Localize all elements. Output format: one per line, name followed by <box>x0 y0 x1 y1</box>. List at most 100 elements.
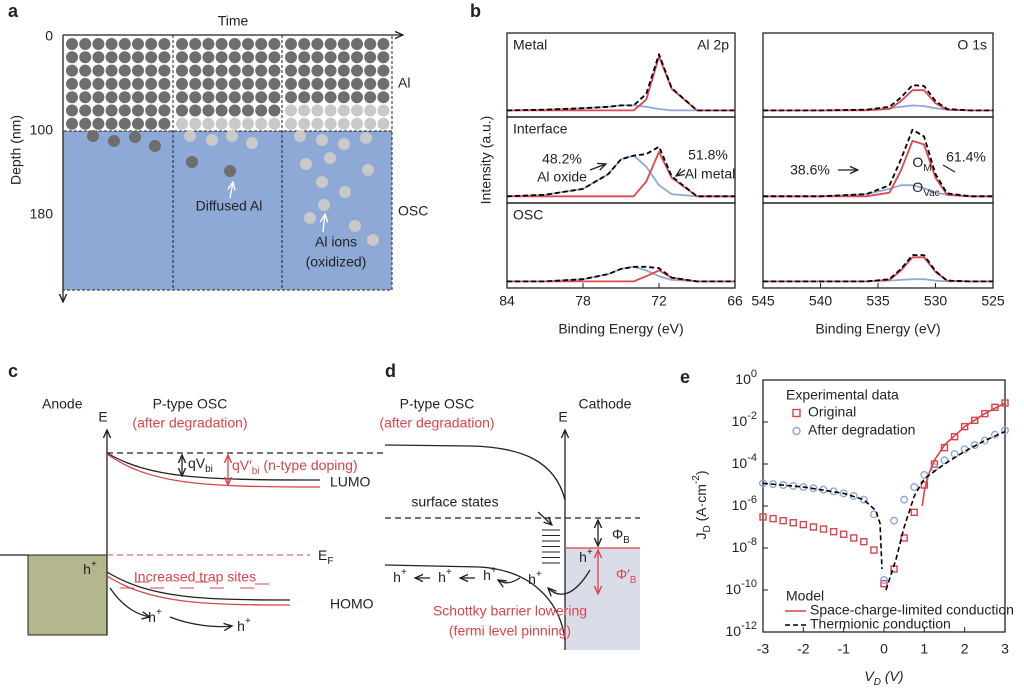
atom <box>324 51 337 64</box>
atom <box>242 64 254 77</box>
diagram-label: Anode <box>42 396 83 412</box>
atom <box>66 117 78 130</box>
atom <box>298 117 311 130</box>
atom <box>351 38 363 50</box>
diagram-label: EF <box>318 547 333 567</box>
data-point <box>971 416 979 425</box>
atom <box>202 117 215 130</box>
osc-region <box>62 130 393 291</box>
subplot-label: Al 2p <box>697 37 729 53</box>
subplot-frame <box>506 202 736 289</box>
atom <box>364 117 377 130</box>
atom <box>145 104 158 117</box>
atom <box>158 77 171 90</box>
label-part: + <box>401 567 407 578</box>
data-point <box>859 495 868 504</box>
atom <box>364 64 377 77</box>
label: OSC <box>398 203 428 219</box>
line <box>589 164 606 170</box>
x-tick-label: 78 <box>575 293 591 309</box>
atom <box>202 38 215 50</box>
data-point <box>890 516 899 525</box>
y-tick-label: 10-10 <box>726 578 757 597</box>
diffused-atom <box>129 131 141 143</box>
legend-label: Space-charge-limited conduction <box>810 602 1014 618</box>
atom <box>145 77 158 90</box>
ion <box>184 130 196 142</box>
label-part: (n-type doping) <box>260 457 358 473</box>
diagram-label: (fermi level pinning) <box>449 623 571 639</box>
ion <box>324 152 336 164</box>
x-tick-label: 72 <box>651 293 667 309</box>
atom <box>255 77 268 90</box>
atom <box>242 38 254 50</box>
atom <box>66 104 78 117</box>
label-part: J <box>693 533 709 540</box>
atom <box>118 64 131 77</box>
spectrum-line <box>507 265 735 283</box>
label-part: + <box>536 569 542 580</box>
label: Diffused Al <box>196 198 263 214</box>
label-part: ) <box>693 470 709 475</box>
atom <box>298 64 311 77</box>
data-point <box>759 513 767 521</box>
label-part: h <box>438 569 446 585</box>
x-tick-label: 530 <box>924 293 948 309</box>
atom <box>189 117 202 130</box>
panel-letter: c <box>8 361 18 381</box>
ion <box>316 176 328 188</box>
data-point <box>860 537 868 546</box>
ion <box>362 164 374 176</box>
atom <box>351 104 363 117</box>
atom <box>79 117 92 130</box>
atom <box>285 64 297 77</box>
atom <box>311 104 324 117</box>
y-tick-label: 10-6 <box>732 494 757 513</box>
legend-title: Experimental data <box>786 387 899 403</box>
line <box>942 164 956 173</box>
label-part: D <box>702 525 713 532</box>
axis-label: Binding Energy (eV) <box>815 321 940 337</box>
spectrum-line <box>763 84 993 112</box>
atom <box>79 91 92 104</box>
atom <box>118 104 131 117</box>
atom <box>66 38 78 50</box>
diagram-label: (after degradation) <box>379 415 494 431</box>
atom <box>364 91 377 104</box>
atom <box>377 77 390 90</box>
label-part: V <box>864 668 875 684</box>
atom <box>79 104 92 117</box>
line <box>323 214 325 233</box>
x-tick-label: 84 <box>499 293 515 309</box>
atom <box>79 51 92 64</box>
ion <box>226 130 238 142</box>
label-part: B <box>630 575 637 586</box>
atom <box>364 77 377 90</box>
atom <box>351 91 363 104</box>
label-part: + <box>587 547 593 558</box>
legend-label: Thermionic conduction <box>810 616 951 632</box>
atom <box>132 91 144 104</box>
atom <box>268 51 281 64</box>
atom <box>79 64 92 77</box>
subplot-label: OSC <box>513 207 543 223</box>
diagram-label: (after degradation) <box>132 415 247 431</box>
spectrum-line <box>506 53 735 112</box>
atom <box>105 104 118 117</box>
data-point <box>950 449 959 458</box>
atom <box>364 38 377 50</box>
spectrum-line <box>506 145 735 198</box>
x-tick-label: 535 <box>866 293 890 309</box>
label: Depth (nm) <box>8 115 24 185</box>
atom <box>228 38 241 50</box>
label-part: + <box>91 559 97 570</box>
atom <box>324 38 337 50</box>
atom <box>118 51 131 64</box>
atom <box>337 117 350 130</box>
label-part: (A·cm <box>693 484 709 525</box>
label-part: qV <box>188 455 206 471</box>
label-part: h <box>483 567 491 583</box>
axis-label: Intensity (a.u.) <box>478 116 494 205</box>
atom <box>202 64 215 77</box>
